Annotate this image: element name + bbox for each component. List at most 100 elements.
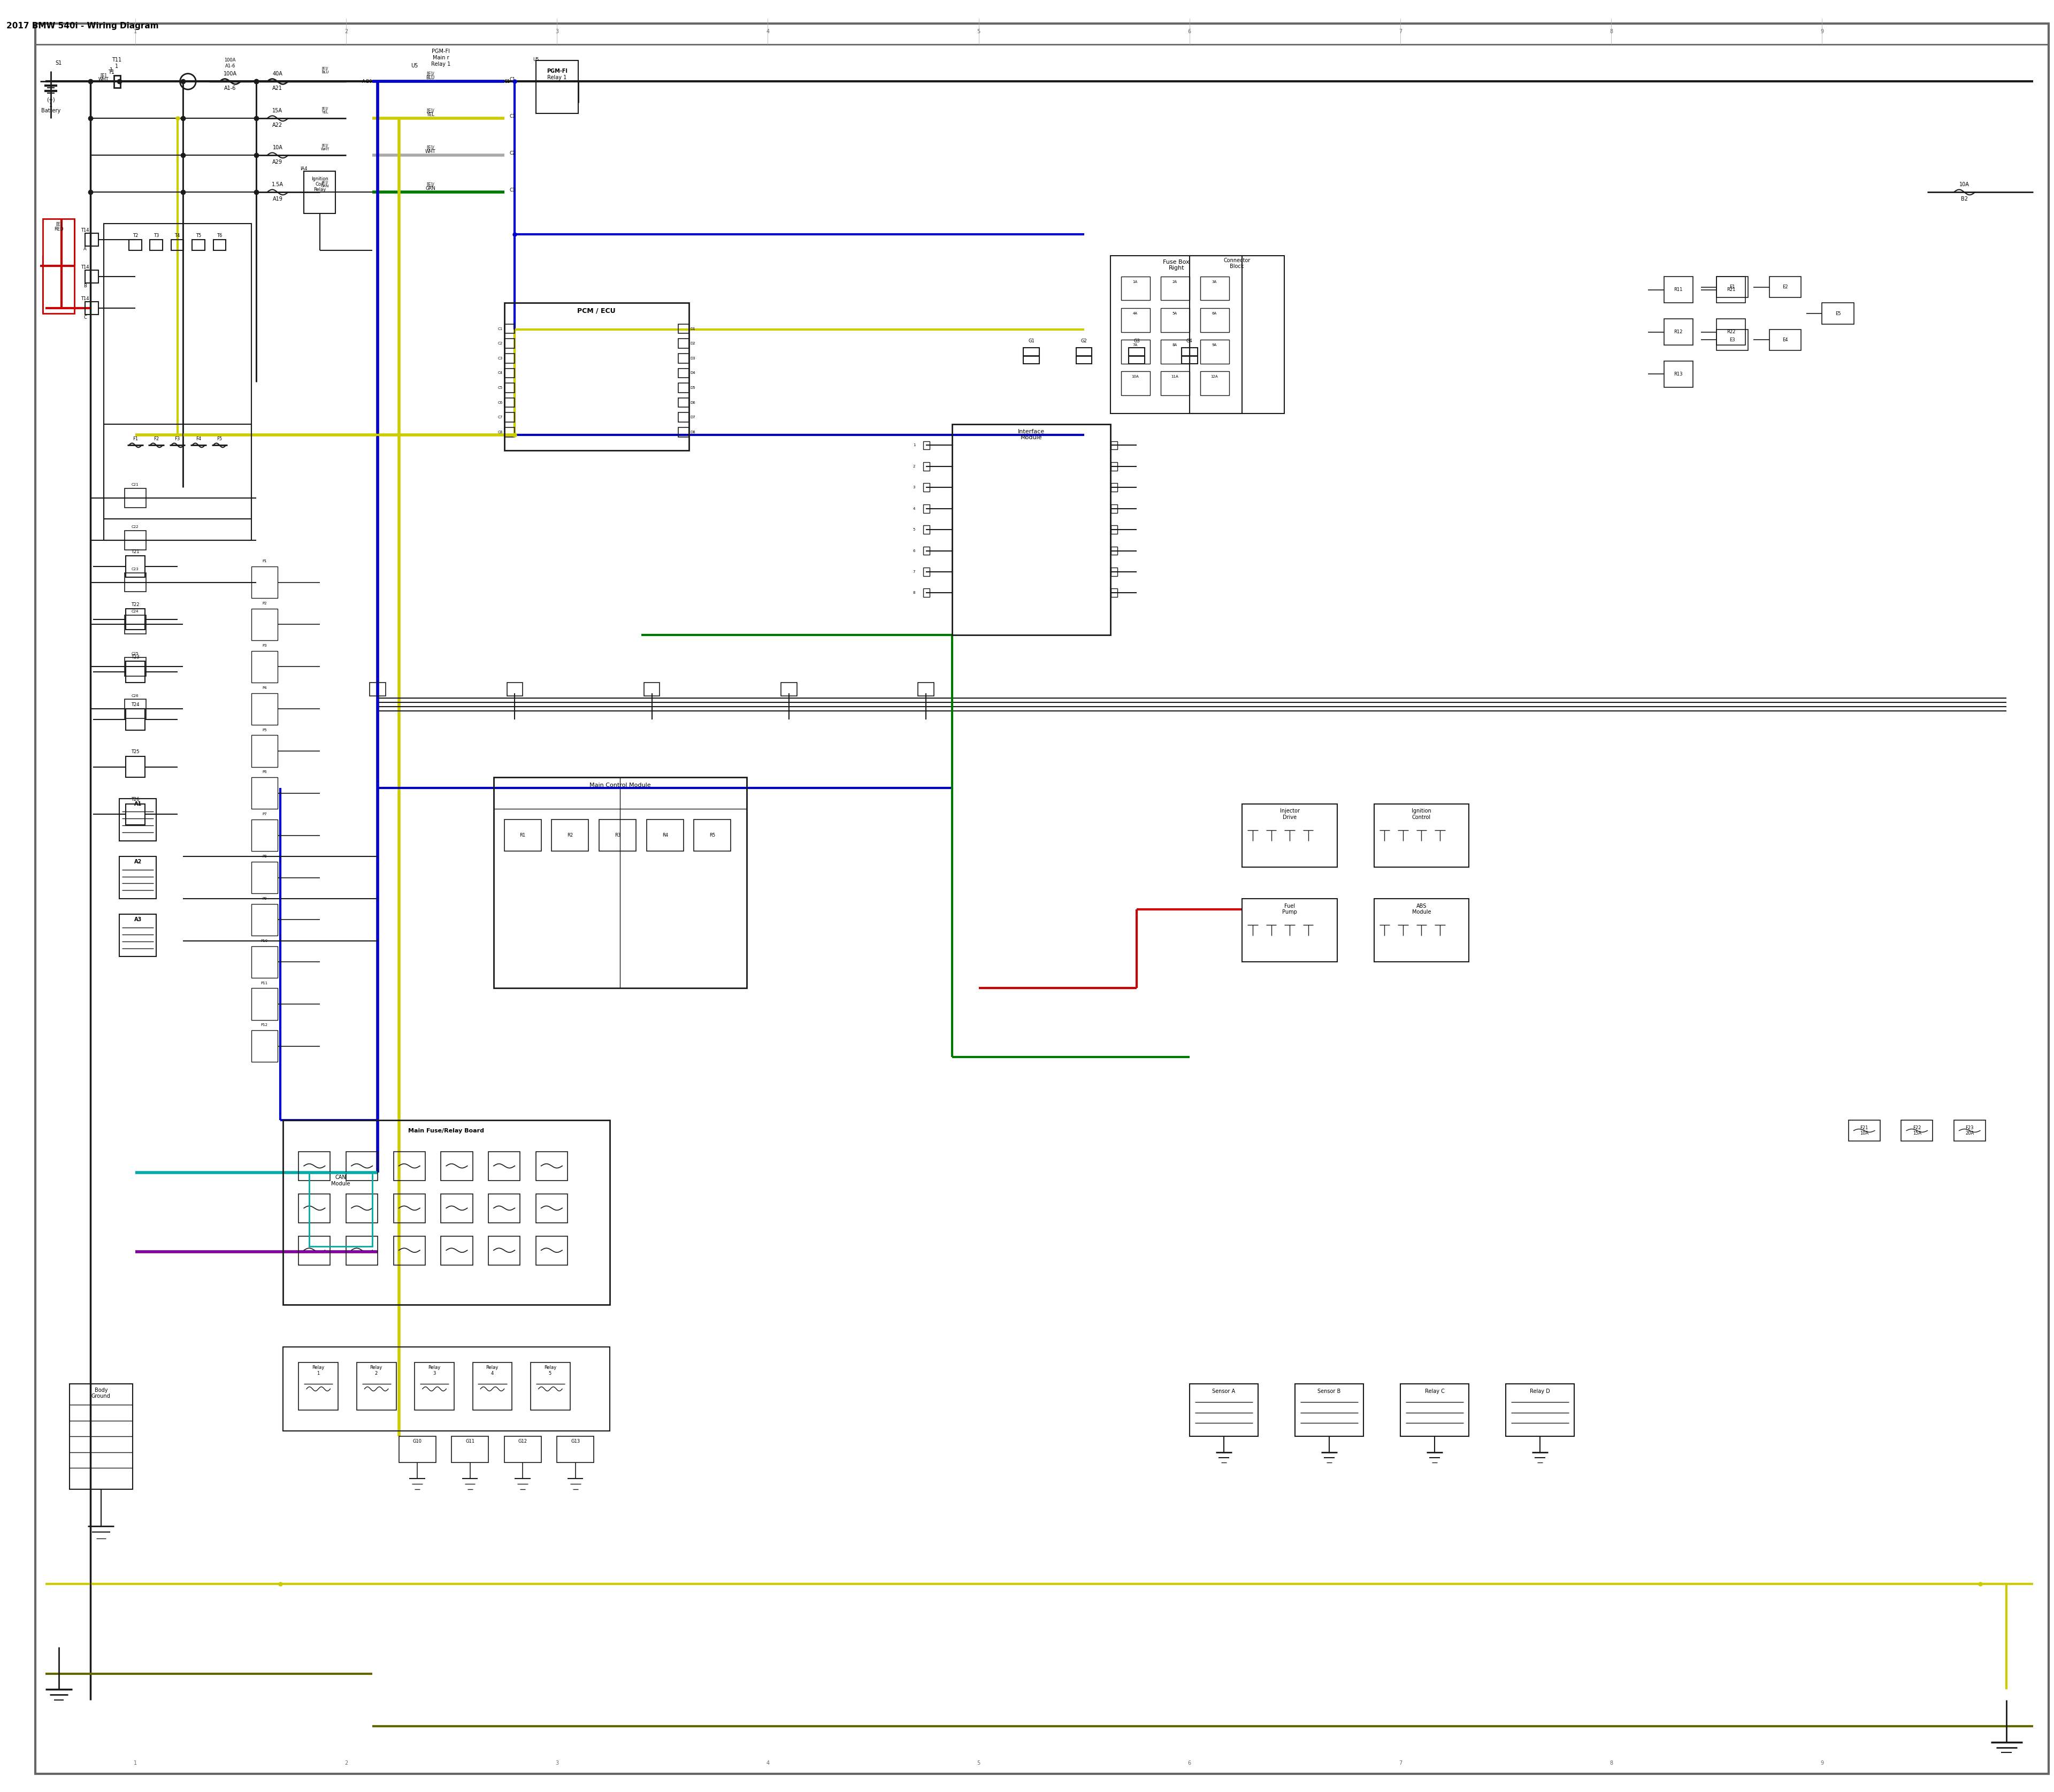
Bar (694, 819, 731, 851)
Text: 11A: 11A (1171, 375, 1179, 378)
Bar (503, 398, 516, 407)
Bar (304, 172, 335, 213)
Text: P8: P8 (263, 855, 267, 858)
Text: D3: D3 (690, 357, 696, 360)
Text: D1: D1 (690, 328, 696, 330)
Bar (503, 383, 516, 392)
Bar (345, 1193, 378, 1222)
Bar (1189, 1383, 1257, 1437)
Bar (678, 353, 688, 364)
Text: Injector
Drive: Injector Drive (1280, 808, 1300, 821)
Bar (1717, 330, 1748, 351)
Text: 100A
A1-6: 100A A1-6 (224, 57, 236, 68)
Text: R5: R5 (709, 833, 715, 839)
Text: R21: R21 (1727, 287, 1736, 292)
Bar (1111, 547, 1117, 556)
Text: Fuse Box
Right: Fuse Box Right (1163, 260, 1189, 271)
Text: 10A: 10A (1132, 375, 1138, 378)
Bar (1076, 348, 1093, 364)
Bar (953, 425, 1111, 634)
Text: IA4: IA4 (300, 167, 308, 170)
Text: 9: 9 (1820, 1760, 1824, 1765)
Bar (678, 339, 688, 348)
Bar (251, 650, 277, 683)
Text: [E]: [E] (55, 222, 62, 226)
Text: PGM-FI: PGM-FI (546, 68, 567, 73)
Bar (1161, 371, 1189, 396)
Text: 4A: 4A (1132, 312, 1138, 315)
Text: 7: 7 (1399, 1760, 1403, 1765)
Bar (536, 61, 577, 113)
Text: D4: D4 (690, 371, 696, 375)
Bar (678, 324, 688, 333)
Text: (+): (+) (47, 97, 55, 102)
Text: A21: A21 (273, 86, 283, 91)
Bar (125, 661, 144, 683)
Text: F2: F2 (154, 437, 158, 441)
Text: Relay
3: Relay 3 (427, 1366, 440, 1376)
Text: 5A: 5A (1173, 312, 1177, 315)
Text: F5: F5 (218, 437, 222, 441)
Text: G12: G12 (518, 1439, 528, 1444)
Bar (493, 778, 748, 987)
Bar (924, 525, 930, 534)
Text: Relay
1: Relay 1 (312, 1366, 325, 1376)
Text: 7A: 7A (1132, 344, 1138, 346)
Text: D6: D6 (690, 401, 696, 405)
Text: P5: P5 (263, 728, 267, 731)
Bar (1023, 348, 1039, 364)
Text: P6: P6 (263, 771, 267, 774)
Text: 9A: 9A (1212, 344, 1216, 346)
Text: 9: 9 (1820, 29, 1824, 34)
Bar (1189, 256, 1284, 414)
Bar (1161, 308, 1189, 332)
Bar (119, 799, 156, 840)
Text: CAN
Module: CAN Module (331, 1176, 351, 1186)
Text: P11: P11 (261, 982, 267, 984)
Bar (1111, 441, 1117, 450)
Bar (442, 1152, 472, 1181)
Text: 15A: 15A (273, 108, 283, 113)
Bar (193, 240, 205, 251)
Bar (370, 683, 386, 695)
Text: Sensor A: Sensor A (1212, 1389, 1234, 1394)
Text: R22: R22 (1727, 330, 1736, 335)
Bar (1111, 484, 1117, 491)
Text: 10A: 10A (1960, 181, 1970, 186)
Bar (115, 75, 121, 88)
Text: 3: 3 (912, 486, 916, 489)
Bar (84, 233, 99, 246)
Text: F23
20A: F23 20A (1966, 1125, 1974, 1136)
Text: T26: T26 (131, 797, 140, 803)
Bar (398, 1437, 435, 1462)
Text: C21: C21 (131, 484, 140, 486)
Text: 2: 2 (345, 29, 347, 34)
Bar (1717, 319, 1746, 346)
Bar (125, 556, 144, 577)
Text: C7: C7 (497, 416, 503, 419)
Text: Body
Ground: Body Ground (90, 1387, 111, 1400)
Text: T24: T24 (131, 702, 140, 708)
Text: P7: P7 (263, 814, 267, 815)
Text: T14: T14 (80, 296, 88, 301)
Text: C1: C1 (509, 115, 516, 118)
Text: Interface
Module: Interface Module (1019, 428, 1045, 441)
Text: C: C (84, 315, 86, 321)
Text: Battery: Battery (41, 108, 60, 113)
Bar (503, 369, 516, 378)
Text: [E]/: [E]/ (427, 145, 433, 151)
Bar (1768, 276, 1801, 297)
Text: C3: C3 (497, 357, 503, 360)
Text: Relay: Relay (314, 186, 327, 192)
Bar (503, 324, 516, 333)
Text: 6: 6 (1187, 1760, 1191, 1765)
Text: P9: P9 (263, 898, 267, 900)
Text: G10: G10 (413, 1439, 421, 1444)
Bar (125, 573, 146, 591)
Bar (1200, 340, 1228, 364)
Text: 2: 2 (914, 464, 916, 468)
Text: R3: R3 (614, 833, 620, 839)
Text: 4: 4 (914, 507, 916, 511)
Bar (924, 441, 930, 450)
Text: Sensor B: Sensor B (1317, 1389, 1341, 1394)
